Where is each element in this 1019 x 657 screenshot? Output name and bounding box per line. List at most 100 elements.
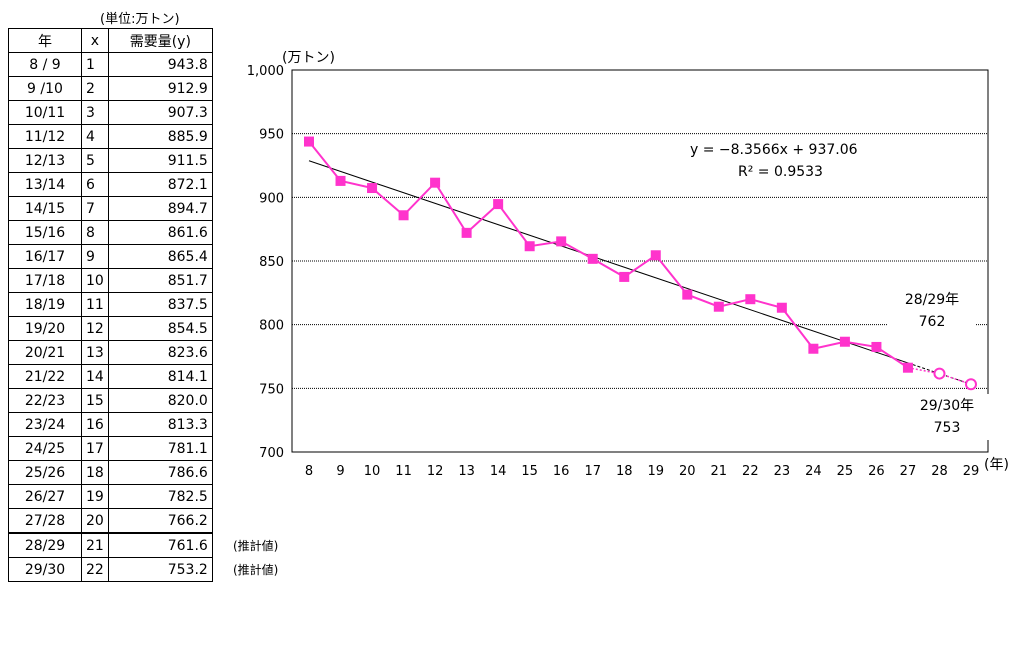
cell-x: 6 <box>81 172 109 197</box>
data-point-marker <box>839 336 850 347</box>
cell-y: 786.6 <box>107 460 213 485</box>
x-axis-label: (年) <box>984 457 1009 473</box>
cell-x: 15 <box>81 388 109 413</box>
cell-year: 9 /10 <box>8 76 82 101</box>
cell-y: 907.3 <box>107 100 213 125</box>
annotation-label: 29/30年 <box>920 398 974 414</box>
trend-equation: y = −8.3566x + 937.06 <box>690 142 858 158</box>
trendline-forecast <box>907 362 972 385</box>
y-tick-label: 950 <box>259 128 284 143</box>
x-tick-label: 12/13 <box>425 464 446 480</box>
cell-x: 9 <box>81 244 109 269</box>
cell-x: 19 <box>81 484 109 509</box>
cell-year: 29/30 <box>8 557 82 582</box>
table-row: 29/30 22 753.2 <box>8 557 213 582</box>
estimate-note: (推計値) <box>233 539 279 553</box>
data-point-marker <box>650 250 661 261</box>
x-tick-label: 26/27 <box>866 464 887 480</box>
estimated-point-marker <box>965 378 977 391</box>
table-row: 25/26 18 786.6 <box>8 460 213 485</box>
table-row: 13/14 6 872.1 <box>8 172 213 197</box>
estimated-point-marker <box>933 367 946 380</box>
cell-y: 781.1 <box>107 436 213 461</box>
cell-year: 8 / 9 <box>8 52 82 77</box>
cell-year: 25/26 <box>8 460 82 485</box>
table-row: 20/21 13 823.6 <box>8 340 213 365</box>
y-tick-label: 800 <box>259 319 284 334</box>
cell-year: 22/23 <box>8 388 82 413</box>
table-row: 16/17 9 865.4 <box>8 244 213 269</box>
x-tick-label: 13/14 <box>456 464 477 480</box>
cell-x: 20 <box>81 508 109 534</box>
data-point-marker <box>335 175 346 186</box>
cell-y: 894.7 <box>107 196 213 221</box>
cell-x: 10 <box>81 268 109 293</box>
cell-y: 766.2 <box>107 508 213 534</box>
cell-x: 13 <box>81 340 109 365</box>
data-point-marker <box>682 289 693 300</box>
cell-x: 16 <box>81 412 109 437</box>
data-point-marker <box>776 302 787 313</box>
cell-y: 813.3 <box>107 412 213 437</box>
series-line-actual <box>308 140 909 369</box>
x-tick-label: 20/21 <box>677 464 698 480</box>
data-point-marker <box>461 227 472 238</box>
cell-y: 753.2 <box>107 557 213 582</box>
y-tick-label: 900 <box>259 191 284 206</box>
annotation-label: 762 <box>919 314 946 330</box>
x-tick-label: 11/12 <box>393 464 414 480</box>
trend-r2: R² = 0.9533 <box>738 164 823 180</box>
table-row: 10/11 3 907.3 <box>8 100 213 125</box>
cell-year: 28/29 <box>8 532 82 558</box>
cell-x: 11 <box>81 292 109 317</box>
cell-x: 3 <box>81 100 109 125</box>
data-point-marker <box>808 343 819 354</box>
cell-x: 22 <box>81 557 109 582</box>
table-row: 15/16 8 861.6 <box>8 220 213 245</box>
cell-y: 820.0 <box>107 388 213 413</box>
table-row: 12/13 5 911.5 <box>8 148 213 173</box>
x-tick-label: 14/15 <box>488 464 509 480</box>
data-point-marker <box>587 253 598 264</box>
cell-y: 911.5 <box>107 148 213 173</box>
cell-x: 12 <box>81 316 109 341</box>
data-point-marker <box>619 271 630 282</box>
table-row: 28/29 21 761.6 <box>8 532 213 558</box>
x-tick-label: 28/29 <box>929 464 950 480</box>
cell-x: 4 <box>81 124 109 149</box>
data-point-marker <box>871 341 882 352</box>
y-tick-label: 700 <box>259 446 284 461</box>
cell-year: 23/24 <box>8 412 82 437</box>
cell-y: 885.9 <box>107 124 213 149</box>
cell-year: 12/13 <box>8 148 82 173</box>
demand-chart: (万トン) (年) 1,000 950 900 850 800 750 700 8/9 9/1… <box>247 50 1009 480</box>
table-row: 14/15 7 894.7 <box>8 196 213 221</box>
table-row: 19/20 12 854.5 <box>8 316 213 341</box>
cell-x: 17 <box>81 436 109 461</box>
cell-y: 865.4 <box>107 244 213 269</box>
cell-y: 912.9 <box>107 76 213 101</box>
x-tick-label: 16/17 <box>551 464 572 480</box>
cell-y: 943.8 <box>107 52 213 77</box>
x-tick-label: 27/28 <box>897 464 918 480</box>
table-row: 18/19 11 837.5 <box>8 292 213 317</box>
data-point-marker <box>902 362 913 373</box>
cell-y: 851.7 <box>107 268 213 293</box>
cell-x: 8 <box>81 220 109 245</box>
table-row: 9 /10 2 912.9 <box>8 76 213 101</box>
data-point-marker <box>745 294 756 305</box>
table-row: 8 / 9 1 943.8 <box>8 52 213 77</box>
cell-year: 19/20 <box>8 316 82 341</box>
x-tick-label: 24/25 <box>803 464 824 480</box>
data-point-marker <box>304 136 314 147</box>
cell-y: 854.5 <box>107 316 213 341</box>
cell-y: 761.6 <box>107 532 213 558</box>
data-point-marker <box>430 177 441 188</box>
x-tick-label: 25/26 <box>834 464 855 480</box>
demand-table: 年 x 需要量(y) 8 / 9 1 943.8 9 /10 2 912.9 10/11 3 9… <box>8 28 213 582</box>
x-tick-label: 10/11 <box>362 464 383 480</box>
cell-year: 11/12 <box>8 124 82 149</box>
data-point-marker <box>367 183 378 194</box>
y-tick-label: 750 <box>259 382 284 397</box>
header-x: x <box>81 28 109 53</box>
